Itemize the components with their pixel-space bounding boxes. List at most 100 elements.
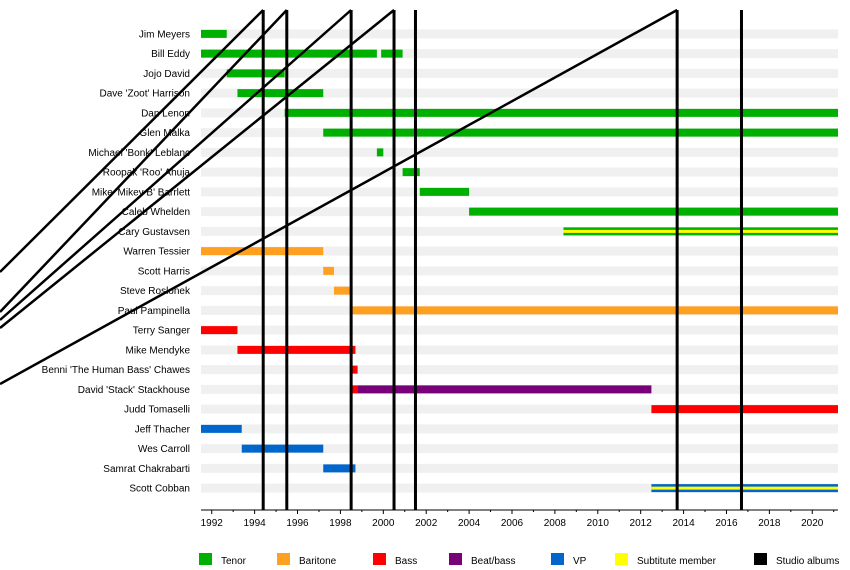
x-tick-label: 2016 (715, 518, 738, 529)
member-label: David 'Stack' Stackhouse (78, 385, 191, 396)
member-bar (226, 69, 285, 78)
member-bar (351, 365, 358, 374)
member-label: Samrat Chakrabarti (103, 464, 190, 475)
row-stripe (201, 483, 838, 493)
x-tick-label: 2010 (587, 518, 610, 529)
legend-label: Beat/bass (471, 556, 515, 567)
row-stripe (201, 266, 838, 276)
legend-label: Bass (395, 556, 417, 567)
member-label: Dave 'Zoot' Harrison (99, 89, 190, 100)
member-label: Wes Carroll (138, 444, 190, 455)
x-tick-label: 2006 (501, 518, 524, 529)
row-stripe (201, 68, 838, 78)
row-stripe (201, 88, 838, 98)
member-bar (357, 385, 652, 394)
row-stripe (201, 147, 838, 157)
x-tick-label: 2018 (758, 518, 781, 529)
x-tick-label: 1994 (243, 518, 266, 529)
legend-swatch (615, 553, 628, 565)
row-stripe (201, 286, 838, 296)
member-label: Roopak 'Roo' Ahuja (103, 168, 191, 179)
member-bar (469, 207, 838, 216)
legend-label: VP (573, 556, 587, 567)
album-connector-line (0, 9, 265, 273)
member-bar (381, 49, 403, 58)
member-label: Michael 'Bonk' Leblanc (88, 148, 190, 159)
x-axis: 1992 1994 1996 1998 2000 2002 2004 2006 2008 2010… (201, 509, 838, 529)
row-stripe (201, 325, 838, 335)
row-stripe (201, 246, 838, 256)
member-bar (201, 49, 377, 58)
x-tick-label: 1992 (201, 518, 224, 529)
member-bar (351, 306, 838, 315)
x-tick-label: 2000 (372, 518, 395, 529)
member-label: Caleb Whelden (122, 207, 190, 218)
member-bar (201, 424, 242, 433)
member-bar (402, 168, 420, 177)
member-label: Warren Tessier (123, 247, 190, 258)
row-stripe (201, 404, 838, 414)
legend-swatch (277, 553, 290, 565)
legend-label: Subtitute member (637, 556, 717, 567)
album-connector-line (0, 9, 352, 321)
member-label: Judd Tomaselli (124, 405, 190, 416)
row-stripe (201, 226, 838, 236)
member-bar (201, 29, 227, 38)
member-label: Dan Lenon (141, 108, 190, 119)
member-labels: Jim Meyers Bill Eddy Jojo David Dave 'Zoot'… (42, 29, 191, 494)
album-connector-line (0, 9, 288, 313)
legend-label: Studio albums (776, 556, 839, 567)
member-bar (651, 405, 838, 414)
member-label: Cary Gustavsen (118, 227, 190, 238)
member-label: Jeff Thacher (135, 424, 191, 435)
row-stripe (201, 444, 838, 454)
member-label: Benni 'The Human Bass' Chawes (42, 365, 190, 376)
member-bar (237, 345, 356, 354)
member-bar (323, 266, 334, 275)
album-connector-line (0, 9, 395, 329)
row-stripe (201, 49, 838, 59)
legend-label: Tenor (221, 556, 247, 567)
row-stripe (201, 424, 838, 434)
row-stripe (201, 463, 838, 473)
member-label: Jim Meyers (139, 29, 190, 40)
member-label: Steve Roslonek (120, 286, 191, 297)
member-label: Terry Sanger (133, 326, 191, 337)
legend: Tenor Baritone Bass Beat/bass VP Subtitute me… (199, 553, 839, 567)
x-tick-label: 2012 (630, 518, 653, 529)
legend-label: Baritone (299, 556, 337, 567)
x-tick-label: 1998 (329, 518, 352, 529)
row-stripe (201, 345, 838, 355)
x-tick-label: 2014 (672, 518, 695, 529)
member-bar (237, 89, 324, 98)
row-stripe (201, 167, 838, 177)
legend-swatch (199, 553, 212, 565)
legend-swatch (373, 553, 386, 565)
x-tick-label: 2004 (458, 518, 481, 529)
member-bar (351, 385, 358, 394)
studio-album-lines (261, 10, 743, 510)
row-stripe (201, 365, 838, 375)
member-label: Bill Eddy (151, 49, 190, 60)
member-bar (323, 464, 356, 473)
substitute-stripe (563, 229, 838, 233)
legend-swatch (551, 553, 564, 565)
member-label: Scott Cobban (129, 484, 190, 495)
legend-swatch (754, 553, 767, 565)
member-label: Scott Harris (138, 266, 190, 277)
member-label: Jojo David (143, 69, 190, 80)
x-tick-label: 2002 (415, 518, 438, 529)
x-tick-label: 2020 (801, 518, 824, 529)
row-stripe (201, 187, 838, 197)
album-connector-line (0, 8, 678, 386)
member-bar (201, 326, 238, 335)
member-bar (323, 128, 838, 137)
row-stripe (201, 29, 838, 39)
x-tick-label: 2008 (544, 518, 567, 529)
member-label: Mike 'Mikey B' Barrlett (92, 187, 191, 198)
legend-swatch (449, 553, 462, 565)
x-tick-label: 1996 (286, 518, 309, 529)
album-connector-lines (0, 8, 678, 386)
member-bar (333, 286, 352, 295)
